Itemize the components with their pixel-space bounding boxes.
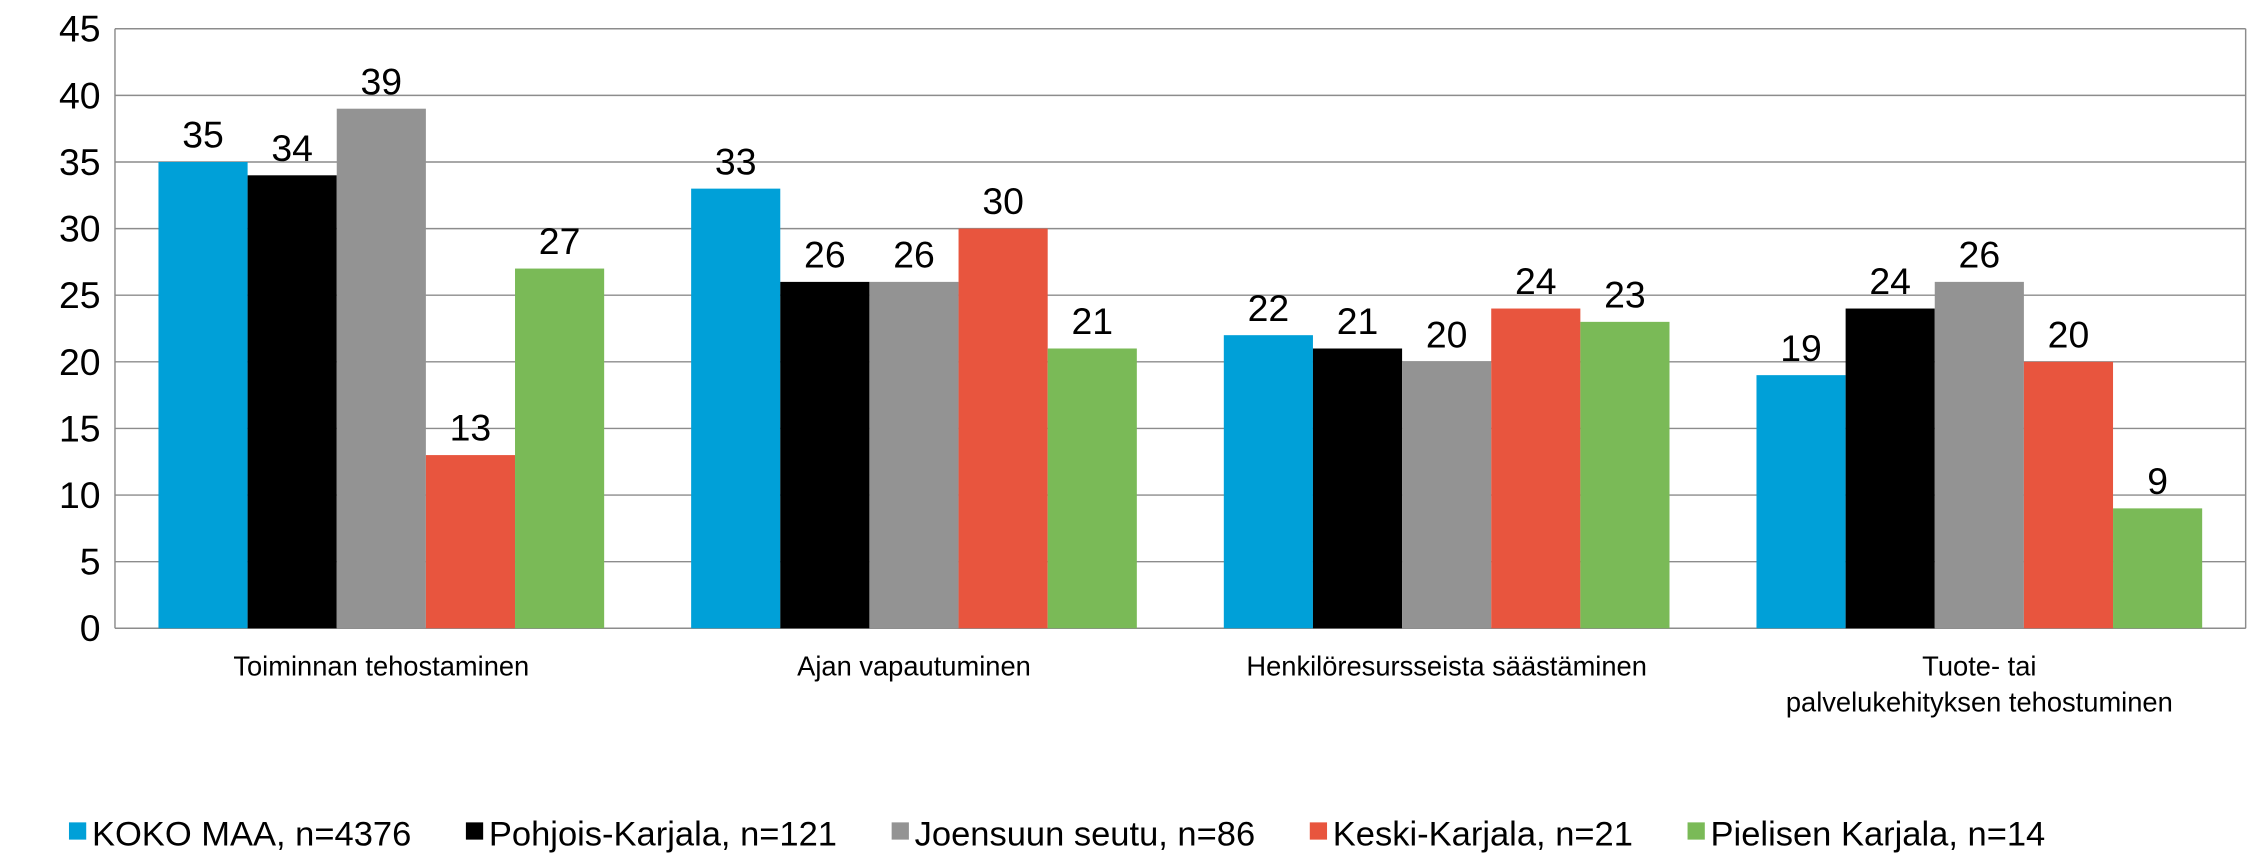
bar (425, 455, 516, 629)
legend-swatch (465, 822, 484, 840)
bar (1223, 335, 1313, 629)
legend-label: Keski-Karjala, n=21 (1333, 815, 1633, 853)
x-tick-label: Toiminnan tehostaminen (233, 651, 529, 682)
bar (158, 161, 248, 629)
bar (2023, 361, 2114, 629)
y-tick-label: 25 (59, 274, 101, 316)
y-tick-label: 5 (80, 541, 101, 583)
data-label: 26 (1959, 234, 2001, 276)
y-tick-label: 45 (59, 8, 101, 50)
data-label: 21 (1071, 300, 1113, 342)
data-label: 13 (450, 407, 492, 449)
data-label: 22 (1248, 287, 1290, 329)
data-label: 23 (1604, 273, 1646, 315)
data-label: 27 (539, 220, 581, 262)
y-tick-label: 40 (59, 74, 101, 116)
bar (958, 228, 1048, 629)
data-label: 19 (1780, 327, 1822, 369)
legend-swatch (1687, 822, 1705, 840)
data-label: 21 (1337, 300, 1379, 342)
legend-label: Pielisen Karjala, n=14 (1711, 815, 2046, 853)
data-label: 9 (2147, 460, 2168, 502)
bar (1047, 348, 1137, 629)
bar (780, 281, 870, 629)
bar (515, 268, 605, 629)
bar (1756, 375, 1846, 629)
legend-swatch (891, 822, 909, 840)
bar (1402, 361, 1492, 629)
legend-label: Pohjois-Karjala, n=121 (489, 815, 837, 853)
y-tick-label: 10 (59, 474, 101, 516)
bar (336, 108, 426, 629)
bar (691, 188, 781, 629)
bar (1845, 308, 1935, 629)
data-label: 34 (271, 127, 313, 169)
bar (2113, 508, 2203, 629)
data-label: 33 (715, 140, 757, 182)
bar (1312, 348, 1403, 629)
bar (1491, 308, 1581, 629)
y-tick-label: 15 (59, 407, 101, 449)
x-tick-label: Henkilöresursseista säästäminen (1246, 651, 1647, 682)
y-tick-label: 30 (59, 208, 101, 250)
data-label: 20 (1426, 313, 1468, 355)
data-label: 26 (804, 234, 846, 276)
bar (869, 281, 959, 629)
bar (247, 175, 337, 629)
legend-label: Joensuun seutu, n=86 (915, 815, 1256, 853)
data-label: 39 (361, 60, 403, 102)
data-label: 26 (893, 234, 935, 276)
x-tick-label: Tuote- tai palvelukehityksen tehostuminen (1786, 651, 2173, 718)
data-label: 24 (1869, 260, 1911, 302)
data-label: 24 (1515, 260, 1557, 302)
legend-label: KOKO MAA, n=4376 (92, 815, 411, 853)
bar (1934, 281, 2024, 629)
legend-swatch (68, 822, 87, 840)
data-label: 30 (982, 180, 1024, 222)
data-label: 20 (2048, 313, 2090, 355)
data-label: 35 (182, 114, 224, 156)
x-tick-label: Ajan vapautuminen (797, 651, 1031, 682)
y-tick-label: 0 (80, 607, 101, 649)
y-tick-label: 20 (59, 341, 101, 383)
bar (1580, 321, 1670, 629)
y-tick-label: 35 (59, 141, 101, 183)
legend-swatch (1309, 822, 1328, 840)
